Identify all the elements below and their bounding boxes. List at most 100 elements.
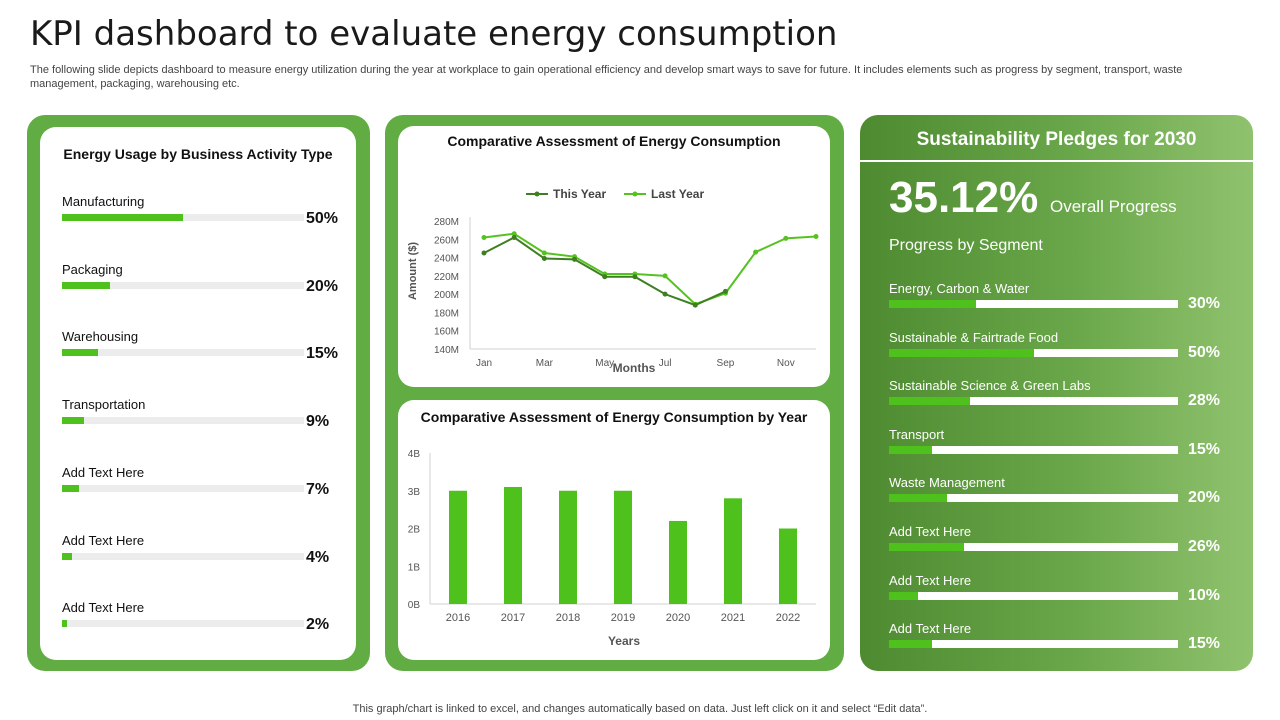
segment-percent: 26% [1188,538,1221,555]
segment-percent: 30% [1188,295,1221,312]
segment-progress-track [889,640,1178,649]
line-point [662,291,668,297]
segment-label: Energy, Carbon & Water [889,281,1030,296]
segment-progress-fill [889,300,976,308]
bar-2018 [559,490,577,604]
activity-label: Add Text Here [62,532,145,548]
activity-percent: 20% [306,277,339,295]
bar-chart-card: Comparative Assessment of Energy Consump… [398,400,830,660]
segment-progress-track [889,445,1178,454]
line-point [753,249,759,255]
segment-title: Progress by Segment [889,237,1043,254]
activity-progress-fill [62,552,72,560]
segment-progress-track [889,300,1178,308]
line-y-tick-label: 160M [434,327,459,338]
segment-percent: 10% [1188,586,1221,604]
bar-2020 [669,520,687,604]
bar-2021 [724,498,742,604]
activity-progress-track [62,349,304,357]
activity-progress-fill [62,417,84,425]
activity-progress-fill [62,349,99,357]
segment-progress-track [889,348,1178,357]
line-point [722,288,728,294]
activity-progress-fill [62,281,111,289]
segment-percent: 50% [1188,343,1221,361]
overall-progress-value: 35.12% [889,173,1039,222]
segment-label: Sustainable & Fairtrade Food [889,329,1059,345]
bar-2022 [779,528,797,604]
bar-y-tick-label: 4B [408,449,421,460]
activity-label: Manufacturing [62,194,145,209]
bar-x-tick-label: 2022 [776,612,800,624]
activity-progress-track [62,552,304,560]
activity-progress-track [62,484,304,492]
line-x-tick-label: Jul [659,358,672,369]
segment-item: Add Text Here 10% [889,573,1229,607]
line-chart-card: Comparative Assessment of Energy Consump… [398,126,830,387]
activity-title: Energy Usage by Business Activity Type [63,146,333,162]
activity-percent: 7% [306,480,330,498]
segment-percent: 20% [1188,489,1221,507]
pledges-title: Sustainability Pledges for 2030 [916,129,1197,150]
page-subtitle: The following slide depicts dashboard to… [30,64,1183,90]
segment-label: Sustainable Science & Green Labs [889,378,1091,394]
activity-label: Packaging [62,261,123,277]
line-point [602,274,608,280]
overall-progress-label: Overall Progress [1050,197,1177,216]
activity-progress-track [62,417,304,425]
bar-2017 [504,486,522,604]
line-point [511,234,517,240]
activity-item: Add Text Here 7% [62,465,352,505]
segment-label: Waste Management [889,475,1005,491]
line-chart-xlabel: Months [613,361,656,375]
activity-item: Add Text Here 2% [62,600,352,640]
activity-progress-track [62,281,304,289]
bar-x-tick-label: 2020 [666,612,690,624]
segment-label: Add Text Here [889,524,972,539]
line-x-tick-label: Jan [476,358,492,369]
line-chart-legend: This Year Last Year [526,187,704,201]
charts-panel: Comparative Assessment of Energy Consump… [385,115,844,671]
line-point [662,273,668,279]
segment-progress-track [889,543,1178,551]
segment-progress-fill [889,640,933,649]
line-point [541,250,547,256]
line-series-this-year [483,236,726,307]
line-series-last-year [483,232,817,306]
legend-last-year: Last Year [651,187,704,201]
bar-chart: Comparative Assessment of Energy Consump… [408,409,816,648]
activity-item: Manufacturing 50% [62,194,352,234]
line-y-tick-label: 220M [434,272,459,283]
line-chart-title: Comparative Assessment of Energy Consump… [447,133,780,149]
bar-plot-area: 0B 1B 2B 3B 4B 2016 2017 2018 2019 2020 2021 2022 [408,449,816,624]
bar-2016 [449,490,467,604]
activity-progress-fill [62,620,67,628]
segment-label: Transport [889,426,945,442]
bar-y-tick-label: 3B [408,487,421,498]
bar-chart-title: Comparative Assessment of Energy Consump… [421,409,808,425]
segment-progress-fill [889,397,970,406]
activity-item: Transportation 9% [62,397,352,437]
bar-x-tick-label: 2016 [446,612,470,624]
activity-progress-track [62,214,304,221]
activity-label: Add Text Here [62,464,145,480]
segment-item: Sustainable Science & Green Labs 28% [889,378,1229,412]
activity-panel: Energy Usage by Business Activity Type M… [27,115,370,671]
line-y-tick-label: 280M [434,217,459,228]
activity-percent: 4% [306,548,330,566]
segment-label: Add Text Here [889,621,972,637]
segment-progress-track [889,397,1178,406]
line-y-tick-label: 260M [434,235,459,246]
segment-progress-track [889,494,1178,503]
segment-percent: 28% [1188,392,1221,410]
line-point [692,302,698,308]
line-x-tick-label: Sep [717,358,735,369]
activity-label: Warehousing [62,329,139,345]
line-y-tick-label: 180M [434,308,459,319]
bar-y-tick-label: 0B [408,600,421,611]
line-y-tick-label: 200M [434,290,459,301]
bar-x-tick-label: 2018 [556,612,580,624]
line-point [632,274,638,280]
bar-y-tick-label: 1B [408,562,421,573]
segment-percent: 15% [1188,635,1221,653]
